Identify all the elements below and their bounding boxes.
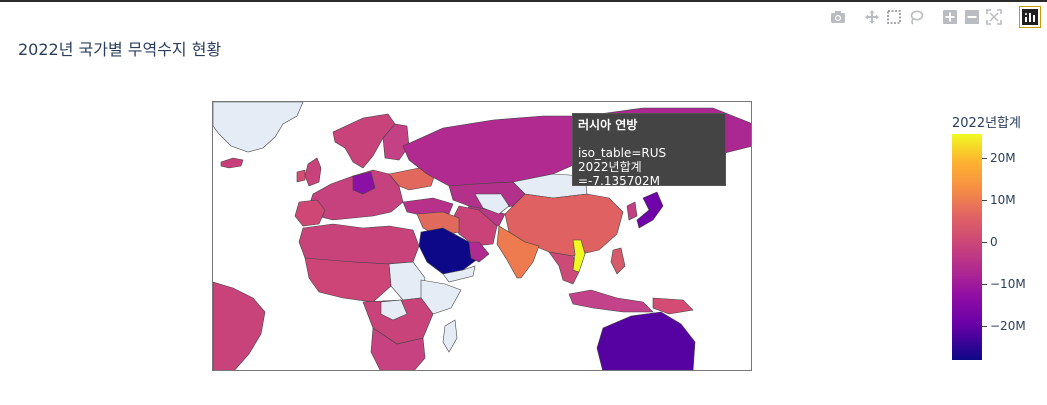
country-madagascar[interactable] <box>442 319 458 353</box>
country-spain-portugal[interactable] <box>294 199 326 227</box>
colorbar-tick <box>982 200 987 201</box>
region-southern-africa[interactable] <box>370 327 426 371</box>
country-greenland[interactable] <box>213 102 304 153</box>
colorbar-title: 2022년합계 <box>952 116 1021 131</box>
country-iceland[interactable] <box>220 157 244 169</box>
colorbar-tick-label: −20M <box>990 319 1026 333</box>
modebar-group-logo <box>1017 6 1047 28</box>
modebar-group-drag <box>861 8 927 26</box>
region-indonesia[interactable] <box>568 289 654 313</box>
region-mainland-se-asia[interactable] <box>548 251 580 285</box>
country-india[interactable] <box>496 225 540 279</box>
chart-title: 2022년 국가별 무역수지 현황 <box>18 40 222 59</box>
country-japan[interactable] <box>636 191 664 229</box>
colorbar-tick <box>982 326 987 327</box>
plotly-logo-icon[interactable] <box>1019 6 1041 28</box>
colorbar <box>952 134 982 360</box>
modebar-group-zoom <box>939 8 1005 26</box>
country-korea[interactable] <box>626 201 638 221</box>
country-yemen[interactable] <box>442 265 476 283</box>
country-afghanistan[interactable] <box>474 193 510 215</box>
country-philippines[interactable] <box>610 247 626 275</box>
lasso-icon[interactable] <box>907 8 925 26</box>
country-russia[interactable] <box>402 115 594 187</box>
country-germany[interactable] <box>352 171 376 195</box>
country-uae-oman[interactable] <box>468 241 490 263</box>
colorbar-tick-label: −10M <box>990 277 1026 291</box>
country-drc-missing[interactable] <box>380 299 408 321</box>
reset-view-icon[interactable] <box>985 8 1003 26</box>
colorbar-tick-label: 0 <box>990 235 998 249</box>
window-top-border <box>0 0 1047 2</box>
hover-tooltip: 러시아 연방 iso_table=RUS 2022년합계=-7.135702M <box>572 113 726 188</box>
country-ireland[interactable] <box>296 169 306 183</box>
tooltip-iso: iso_table=RUS <box>578 146 667 160</box>
colorbar-tick <box>982 284 987 285</box>
box-select-icon[interactable] <box>885 8 903 26</box>
tooltip-value: 2022년합계=-7.135702M <box>578 160 660 188</box>
zoom-in-icon[interactable] <box>941 8 959 26</box>
country-vietnam[interactable] <box>572 239 586 273</box>
pan-icon[interactable] <box>863 8 881 26</box>
tooltip-spacer <box>578 132 720 146</box>
camera-icon[interactable] <box>829 8 847 26</box>
colorbar-tick-label: 10M <box>990 193 1016 207</box>
colorbar-tick-label: 20M <box>990 151 1016 165</box>
country-norway-sweden[interactable] <box>332 113 396 169</box>
country-china[interactable] <box>504 193 624 257</box>
country-papua[interactable] <box>652 297 694 315</box>
modebar <box>815 6 1047 28</box>
modebar-group-export <box>827 8 849 26</box>
tooltip-country: 러시아 연방 <box>578 118 638 132</box>
region-north-africa[interactable] <box>298 223 420 265</box>
region-south-america[interactable] <box>213 281 266 371</box>
country-iraq-syria[interactable] <box>416 211 460 237</box>
colorbar-tick <box>982 242 987 243</box>
zoom-out-icon[interactable] <box>963 8 981 26</box>
country-australia[interactable] <box>596 311 696 371</box>
colorbar-tick <box>982 158 987 159</box>
